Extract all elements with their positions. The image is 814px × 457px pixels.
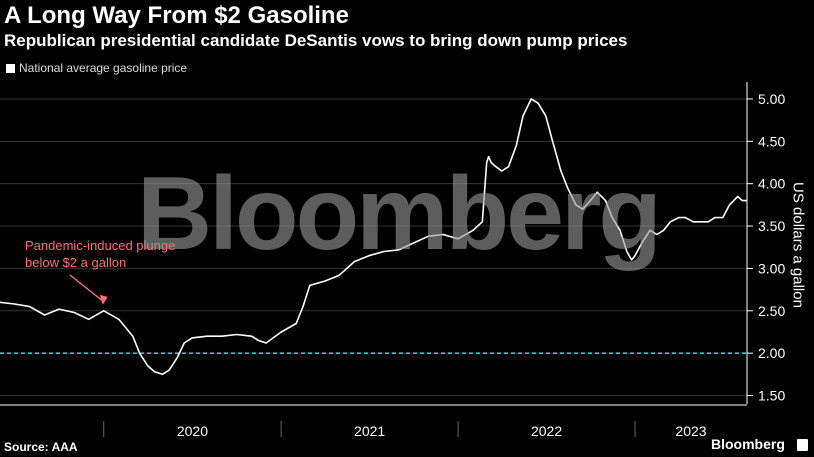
legend: National average gasoline price [6, 61, 187, 75]
annotation-line-1: Pandemic-induced plunge [25, 238, 176, 253]
bloomberg-watermark: Bloomberg [137, 156, 662, 272]
legend-swatch [6, 63, 15, 73]
annotation-arrow-head [99, 294, 108, 305]
x-tick-label: 2021 [354, 423, 385, 439]
legend-label: National average gasoline price [19, 61, 188, 75]
y-tick-label: 5.00 [758, 91, 785, 107]
y-tick-label: 4.00 [758, 176, 785, 192]
annotation-text: Pandemic-induced plunge below $2 a gallo… [25, 237, 175, 271]
y-axis-label: US dollars a gallon [789, 182, 807, 308]
y-tick-label: 2.50 [758, 303, 785, 319]
y-tick-label: 2.00 [758, 345, 785, 361]
x-tick-label: 2020 [177, 423, 208, 439]
chart-subtitle: Republican presidential candidate DeSant… [4, 31, 628, 50]
y-tick-label: 1.50 [758, 388, 785, 404]
x-tick-label: 2022 [531, 423, 562, 439]
series-line-gasoline-price [0, 98, 747, 376]
y-tick-label: 3.00 [758, 260, 785, 276]
chart-title: A Long Way From $2 Gasoline [4, 2, 349, 29]
annotation-arrow-line [69, 274, 105, 303]
y-tick-label: 3.50 [758, 218, 785, 234]
bloomberg-logo-icon [797, 439, 808, 451]
source-note: Source: AAA [4, 440, 78, 454]
bloomberg-logo: Bloomberg [711, 436, 785, 452]
annotation-line-2: below $2 a gallon [25, 255, 127, 270]
x-tick-label: 2023 [675, 423, 706, 439]
y-tick-label: 4.50 [758, 133, 785, 149]
